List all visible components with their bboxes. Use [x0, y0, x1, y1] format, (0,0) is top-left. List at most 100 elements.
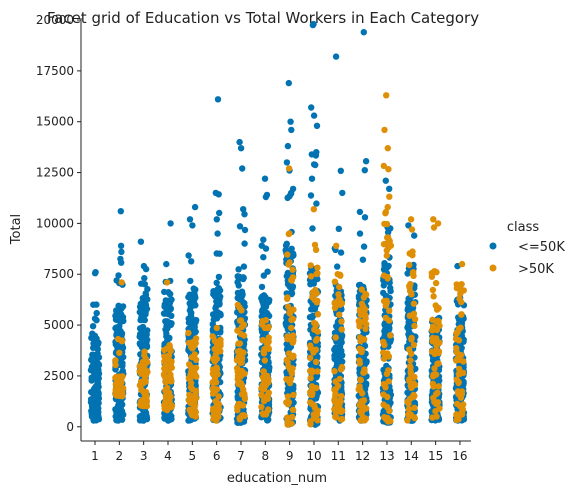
point-le50k — [88, 398, 96, 405]
point-gt50k — [428, 348, 436, 355]
point-gt50k — [166, 394, 173, 402]
x-tick-label: 8 — [261, 449, 269, 463]
point-gt50k — [261, 410, 268, 418]
point-le50k — [137, 238, 145, 245]
y-tick-label: 17500 — [36, 64, 74, 78]
point-le50k — [260, 254, 267, 261]
point-gt50k — [259, 336, 267, 344]
point-gt50k — [307, 421, 314, 428]
point-le50k — [114, 402, 122, 410]
point-gt50k — [404, 398, 411, 405]
point-le50k — [192, 294, 199, 301]
point-gt50k — [236, 304, 243, 311]
point-gt50k — [144, 368, 151, 376]
point-gt50k — [337, 272, 344, 279]
point-gt50k — [286, 230, 293, 237]
point-gt50k — [383, 92, 390, 99]
point-le50k — [118, 248, 125, 256]
y-tick-label: 12500 — [36, 166, 74, 180]
chart-title: Facet grid of Education vs Total Workers… — [47, 9, 479, 27]
point-gt50k — [407, 216, 415, 223]
x-axis-label: education_num — [227, 471, 327, 486]
point-gt50k — [458, 311, 465, 318]
point-gt50k — [387, 332, 394, 339]
point-le50k — [290, 385, 297, 392]
point-le50k — [185, 417, 192, 424]
point-le50k — [361, 214, 369, 221]
point-le50k — [117, 255, 124, 263]
point-le50k — [117, 411, 124, 418]
point-gt50k — [384, 145, 391, 152]
point-le50k — [142, 331, 150, 339]
point-gt50k — [265, 406, 272, 413]
point-gt50k — [362, 291, 370, 298]
point-le50k — [213, 315, 221, 322]
point-gt50k — [262, 317, 270, 324]
point-le50k — [331, 329, 339, 336]
point-gt50k — [241, 390, 248, 397]
point-gt50k — [288, 324, 295, 332]
point-le50k — [338, 332, 346, 339]
point-gt50k — [406, 377, 413, 385]
point-le50k — [168, 312, 175, 319]
point-gt50k — [192, 364, 200, 371]
point-le50k — [309, 21, 317, 29]
x-tick-label: 4 — [164, 449, 172, 463]
point-le50k — [113, 324, 121, 331]
point-gt50k — [384, 234, 391, 241]
x-tick-label: 6 — [213, 449, 221, 463]
point-le50k — [360, 29, 367, 36]
point-le50k — [141, 316, 148, 324]
point-gt50k — [235, 400, 242, 408]
point-gt50k — [283, 356, 290, 363]
point-le50k — [258, 283, 266, 291]
point-gt50k — [356, 307, 363, 314]
point-le50k — [92, 374, 99, 382]
point-gt50k — [261, 382, 269, 389]
point-gt50k — [411, 414, 418, 421]
point-gt50k — [385, 378, 392, 385]
point-gt50k — [284, 393, 292, 400]
point-gt50k — [356, 401, 363, 409]
point-le50k — [141, 281, 148, 288]
point-le50k — [313, 122, 321, 129]
point-gt50k — [307, 374, 314, 382]
point-gt50k — [410, 310, 418, 317]
point-le50k — [234, 395, 242, 402]
point-le50k — [144, 336, 151, 343]
point-gt50k — [380, 355, 388, 362]
point-le50k — [286, 283, 293, 290]
point-le50k — [313, 149, 320, 156]
point-le50k — [261, 175, 269, 182]
point-gt50k — [209, 333, 216, 340]
point-gt50k — [408, 226, 416, 233]
point-gt50k — [385, 166, 392, 173]
point-le50k — [189, 222, 196, 229]
point-gt50k — [288, 337, 295, 344]
point-gt50k — [240, 412, 247, 419]
point-gt50k — [411, 373, 418, 381]
point-gt50k — [406, 284, 413, 291]
point-gt50k — [408, 291, 415, 298]
point-gt50k — [288, 316, 295, 324]
point-le50k — [262, 193, 270, 201]
point-le50k — [332, 53, 340, 60]
point-le50k — [362, 158, 370, 165]
point-gt50k — [385, 367, 392, 374]
point-le50k — [387, 337, 394, 344]
point-gt50k — [313, 270, 320, 278]
point-gt50k — [192, 356, 200, 363]
point-gt50k — [163, 374, 170, 381]
point-le50k — [94, 353, 101, 361]
point-gt50k — [405, 405, 413, 413]
point-gt50k — [307, 345, 315, 352]
point-le50k — [117, 318, 124, 326]
point-gt50k — [193, 395, 200, 402]
point-gt50k — [308, 367, 316, 374]
point-gt50k — [383, 247, 390, 254]
point-le50k — [216, 300, 223, 307]
point-gt50k — [335, 291, 342, 298]
point-le50k — [136, 340, 143, 347]
point-gt50k — [332, 378, 339, 385]
point-gt50k — [336, 283, 343, 291]
